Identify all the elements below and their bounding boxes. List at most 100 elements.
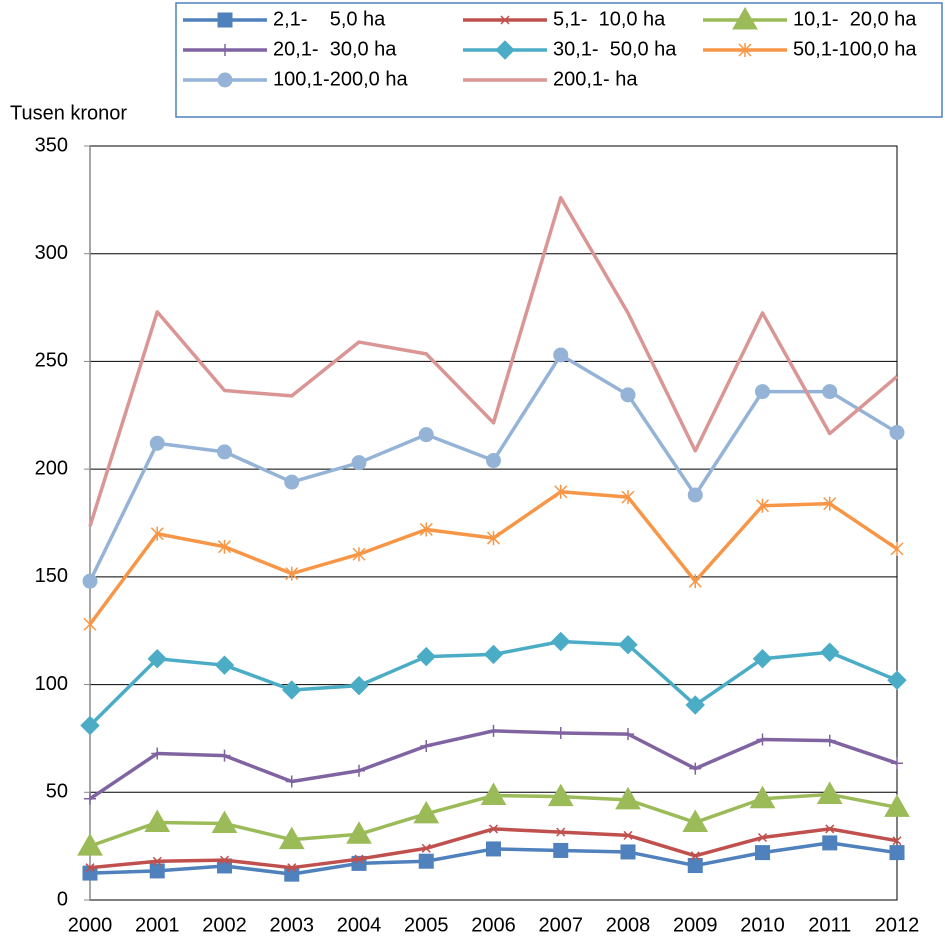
data-point xyxy=(755,498,770,513)
x-tick-label: 2002 xyxy=(202,914,247,936)
data-point xyxy=(149,863,165,879)
data-point xyxy=(150,526,164,541)
y-tick-label: 200 xyxy=(35,457,68,479)
data-point xyxy=(822,835,838,851)
legend-label: 200,1- ha xyxy=(553,68,638,90)
data-point xyxy=(486,841,501,857)
data-point xyxy=(217,444,232,460)
data-point xyxy=(351,455,367,471)
data-point xyxy=(149,435,165,451)
data-point xyxy=(418,427,434,443)
legend-marker xyxy=(217,72,233,88)
legend-label: 5,1- 10,0 ha xyxy=(553,8,666,30)
legend-label: 2,1- 5,0 ha xyxy=(273,8,386,30)
data-point xyxy=(547,783,574,807)
data-point xyxy=(884,794,910,817)
data-point xyxy=(84,792,96,805)
data-point xyxy=(890,541,904,556)
data-point xyxy=(749,785,776,809)
x-tick-label: 2007 xyxy=(539,914,584,936)
x-tick-label: 2010 xyxy=(740,914,785,936)
x-tick-label: 2012 xyxy=(875,914,920,936)
data-point xyxy=(147,649,167,669)
legend-label: 30,1- 50,0 ha xyxy=(553,38,677,60)
data-point xyxy=(487,724,500,737)
data-point xyxy=(77,833,103,856)
data-point xyxy=(690,851,700,861)
data-point xyxy=(615,786,641,810)
data-point xyxy=(823,734,836,747)
data-point xyxy=(349,675,369,696)
legend-marker xyxy=(732,6,758,30)
data-point xyxy=(85,863,95,873)
data-point xyxy=(755,845,770,861)
data-point xyxy=(553,842,569,858)
data-point xyxy=(421,843,431,853)
data-point xyxy=(618,635,638,655)
data-point xyxy=(620,387,636,403)
legend-marker xyxy=(495,40,515,60)
legend-label: 100,1-200,0 ha xyxy=(273,68,408,90)
data-point xyxy=(211,810,238,834)
legend-marker xyxy=(217,12,233,28)
data-point xyxy=(144,809,171,832)
data-point xyxy=(623,830,633,840)
data-point xyxy=(757,832,768,843)
data-point xyxy=(554,727,567,740)
data-point xyxy=(823,496,837,511)
data-point xyxy=(354,854,364,864)
data-point xyxy=(285,775,298,788)
data-point xyxy=(413,800,440,824)
data-point xyxy=(278,826,305,850)
data-point xyxy=(488,824,499,834)
series-line xyxy=(88,195,899,527)
data-point xyxy=(554,484,568,499)
x-tick-label: 2001 xyxy=(135,914,180,936)
data-point xyxy=(755,384,770,400)
data-point xyxy=(620,844,636,860)
data-point xyxy=(353,764,365,777)
data-point xyxy=(887,670,907,690)
data-point xyxy=(214,655,235,675)
data-point xyxy=(420,739,433,752)
data-point xyxy=(551,631,571,652)
x-tick-label: 2009 xyxy=(673,914,718,936)
legend-marker xyxy=(500,15,510,25)
data-point xyxy=(486,531,501,546)
data-point xyxy=(282,680,302,700)
y-tick-label: 250 xyxy=(35,350,68,372)
data-point xyxy=(285,566,299,581)
data-point xyxy=(756,733,769,746)
data-point xyxy=(891,757,903,770)
data-point xyxy=(889,425,905,441)
data-point xyxy=(419,522,433,537)
data-point xyxy=(82,573,98,589)
data-point xyxy=(892,836,902,846)
x-tick-label: 2004 xyxy=(337,914,382,936)
y-tick-label: 100 xyxy=(35,673,68,695)
data-point xyxy=(622,728,634,741)
x-tick-label: 2006 xyxy=(471,914,516,936)
y-tick-label: 150 xyxy=(35,565,68,587)
data-point xyxy=(816,781,843,804)
legend-marker xyxy=(219,44,231,56)
data-point xyxy=(820,642,840,662)
data-point xyxy=(682,809,709,832)
data-point xyxy=(825,824,835,834)
data-point xyxy=(152,856,162,866)
y-tick-label: 350 xyxy=(35,134,68,156)
data-point xyxy=(483,644,504,665)
x-tick-label: 2008 xyxy=(606,914,651,936)
legend-marker xyxy=(738,43,752,57)
x-tick-label: 2011 xyxy=(808,914,851,936)
y-tick-label: 300 xyxy=(35,242,68,264)
data-point xyxy=(889,845,905,861)
y-tick-label: 0 xyxy=(57,888,68,910)
series-line xyxy=(88,490,898,626)
y-axis-label: Tusen kronor xyxy=(10,102,127,124)
legend-label: 10,1- 20,0 ha xyxy=(793,8,917,30)
y-tick-label: 50 xyxy=(46,781,68,803)
data-point xyxy=(83,617,97,632)
